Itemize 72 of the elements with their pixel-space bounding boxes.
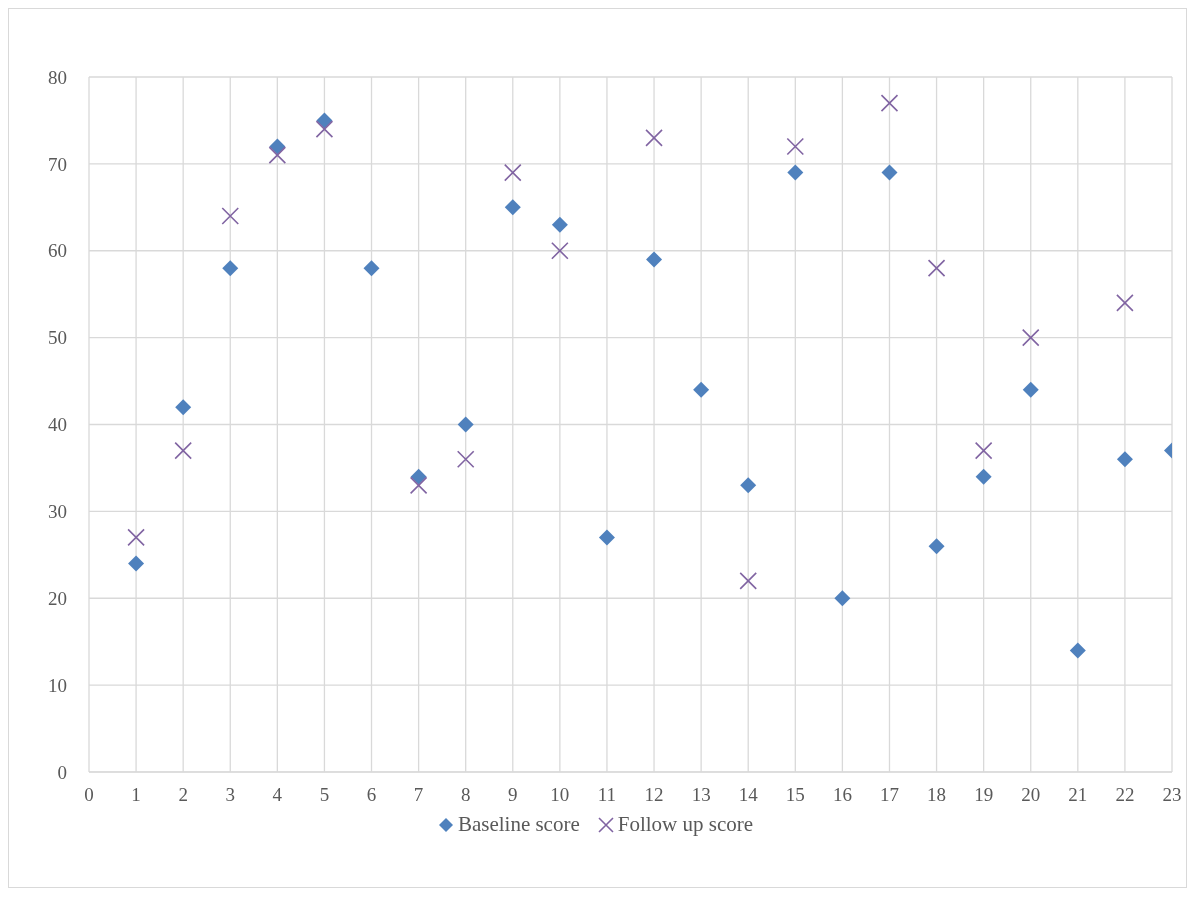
x-tick-label: 17 <box>879 784 899 806</box>
x-tick-label: 7 <box>413 784 424 806</box>
x-tick-label: 6 <box>366 784 377 806</box>
y-tick-label: 0 <box>57 761 67 783</box>
point <box>740 477 757 494</box>
point <box>928 538 945 555</box>
point <box>175 399 192 416</box>
y-tick-label: 80 <box>48 66 67 88</box>
x-tick-label: 20 <box>1021 784 1041 806</box>
point <box>315 120 334 138</box>
point <box>409 476 428 495</box>
point <box>880 94 899 112</box>
point <box>551 216 568 233</box>
x-tick-label: 23 <box>1162 784 1182 806</box>
point <box>974 441 993 460</box>
x-tick-label: 12 <box>644 784 664 806</box>
x-tick-label: 11 <box>597 784 617 806</box>
x-tick-label: 19 <box>974 784 994 806</box>
point <box>128 555 145 572</box>
y-tick-label: 40 <box>48 414 67 436</box>
point <box>221 207 240 225</box>
point <box>503 163 522 182</box>
point <box>645 129 663 147</box>
y-tick-label: 70 <box>48 153 67 175</box>
x-tick-label: 14 <box>738 784 759 806</box>
point <box>786 137 805 156</box>
y-tick-label: 20 <box>48 587 67 609</box>
x-tick-label: 0 <box>84 784 94 806</box>
x-tick-label: 16 <box>832 784 852 806</box>
point <box>268 146 287 164</box>
point <box>551 241 569 260</box>
legend-label: Follow up score <box>616 812 754 837</box>
point <box>174 441 192 460</box>
point <box>456 450 475 469</box>
point <box>1116 451 1133 468</box>
x-tick-label: 15 <box>785 784 805 806</box>
x-tick-label: 13 <box>691 784 711 806</box>
point <box>975 468 992 485</box>
y-tick-label: 30 <box>48 501 67 523</box>
point <box>739 572 758 590</box>
x-tick-label: 5 <box>319 784 330 806</box>
x-tick-label: 10 <box>550 784 570 806</box>
y-tick-label: 60 <box>48 240 67 262</box>
point <box>504 199 521 216</box>
point <box>881 164 898 181</box>
point <box>1116 294 1134 312</box>
x-tick-label: 18 <box>927 784 947 806</box>
point <box>693 381 710 398</box>
point <box>646 251 663 268</box>
point <box>127 528 145 547</box>
x-tick-label: 9 <box>508 784 518 806</box>
point <box>1069 642 1086 659</box>
x-tick-label: 3 <box>225 784 236 806</box>
point <box>457 416 474 433</box>
point <box>1022 381 1039 398</box>
x-tick-label: 22 <box>1115 784 1135 806</box>
point <box>927 259 946 277</box>
point <box>598 529 615 546</box>
point <box>834 590 851 607</box>
point <box>222 260 239 277</box>
x-tick-label: 1 <box>131 784 141 806</box>
legend-label: Baseline score <box>456 812 580 837</box>
x-tick-label: 2 <box>178 784 188 806</box>
x-tick-label: 21 <box>1068 784 1088 806</box>
point <box>363 260 380 277</box>
x-tick-label: 4 <box>272 784 283 806</box>
y-tick-label: 10 <box>48 674 67 696</box>
point <box>316 112 333 129</box>
point <box>1021 328 1040 347</box>
point <box>787 164 804 181</box>
y-tick-label: 50 <box>48 327 67 349</box>
x-tick-label: 8 <box>460 784 471 806</box>
